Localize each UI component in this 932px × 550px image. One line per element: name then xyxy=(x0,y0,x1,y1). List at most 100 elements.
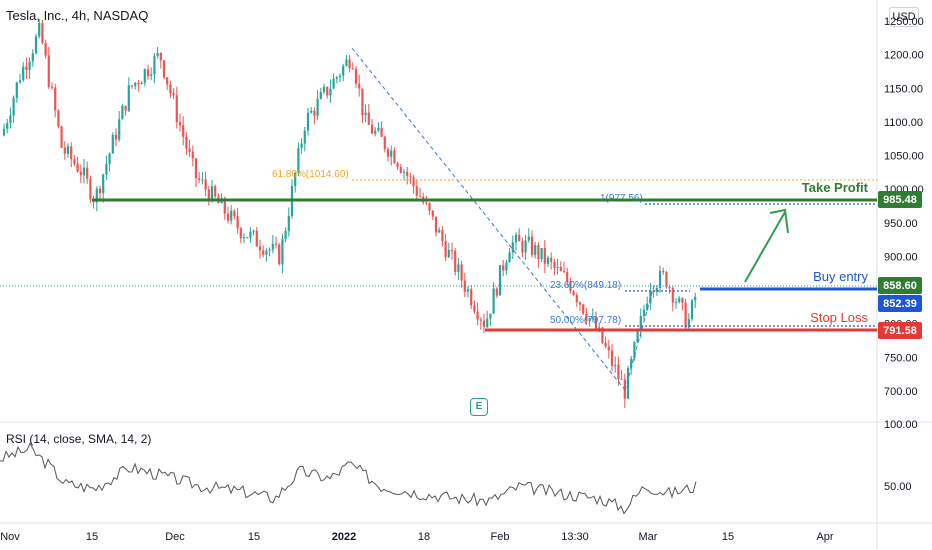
candle xyxy=(271,234,274,254)
candle xyxy=(63,141,66,160)
candle xyxy=(585,308,588,325)
candle xyxy=(66,143,70,158)
fib-50-label: 50.00%(797.78) xyxy=(550,315,621,326)
candle xyxy=(495,286,498,299)
candle xyxy=(534,241,537,259)
buy-entry-tag-text: 858.60 xyxy=(883,280,917,292)
candle xyxy=(604,336,607,349)
candle xyxy=(460,260,463,288)
candle xyxy=(140,81,143,85)
candle xyxy=(214,184,217,199)
candle xyxy=(505,259,508,275)
candle xyxy=(76,156,79,173)
stop-loss-tag: 791.58 xyxy=(878,322,922,339)
current-price-tag: 852.39 xyxy=(878,295,922,312)
time-axis[interactable]: Nov 15 Dec 15 2022 18 Feb 13:30 Mar 15 Apr xyxy=(0,531,834,543)
currency-button[interactable]: USD xyxy=(889,7,919,27)
candle xyxy=(406,166,409,185)
candle xyxy=(226,206,230,224)
candle xyxy=(127,77,130,113)
candle xyxy=(156,46,159,59)
candle xyxy=(233,209,236,220)
candle xyxy=(297,142,300,177)
candle xyxy=(466,285,470,298)
take-profit-label: Take Profit xyxy=(802,180,869,195)
symbol-title[interactable]: Tesla, Inc., 4h, NASDAQ xyxy=(6,8,149,23)
candle xyxy=(633,341,636,361)
candle xyxy=(399,163,402,174)
candle xyxy=(386,146,390,162)
candle xyxy=(594,311,598,332)
price-tick-label: 950.00 xyxy=(884,218,918,230)
candle xyxy=(550,252,553,270)
stop-loss-label: Stop Loss xyxy=(810,310,868,325)
candle xyxy=(351,62,354,70)
candle xyxy=(150,67,153,81)
price-tick-label: 750.00 xyxy=(884,352,918,364)
price-tick-label: 700.00 xyxy=(884,386,918,398)
candle xyxy=(377,122,380,133)
candle xyxy=(543,240,546,274)
candle xyxy=(329,79,332,103)
candle xyxy=(476,302,479,326)
candle xyxy=(185,132,188,156)
time-tick-label: 15 xyxy=(86,531,98,543)
time-tick-label: 13:30 xyxy=(561,531,589,543)
rsi-tick-label: 100.00 xyxy=(884,419,918,431)
time-tick-label: Mar xyxy=(639,531,658,543)
candle xyxy=(502,259,505,277)
candle xyxy=(479,317,482,330)
candle xyxy=(34,33,38,55)
rsi-tick-label: 50.00 xyxy=(884,481,912,493)
candle xyxy=(204,171,207,197)
candle xyxy=(441,225,444,247)
candle xyxy=(578,301,582,312)
fib-618-label: 61.80%(1014.60) xyxy=(272,169,349,180)
candle xyxy=(620,369,623,380)
candle xyxy=(473,300,476,314)
rsi-axis[interactable]: 100.00 50.00 xyxy=(884,419,918,493)
candle xyxy=(166,77,169,91)
rsi-line xyxy=(0,442,697,515)
candle xyxy=(614,356,617,373)
price-tick-label: 1250.00 xyxy=(884,16,924,28)
candle xyxy=(326,86,329,99)
price-tick-label: 1150.00 xyxy=(884,83,923,95)
candle xyxy=(390,145,393,166)
target-arrow xyxy=(744,208,789,283)
candle xyxy=(194,157,198,188)
candle xyxy=(108,152,111,172)
candle xyxy=(662,267,665,275)
candle xyxy=(658,265,662,293)
candle xyxy=(444,233,447,262)
earnings-icon[interactable]: E xyxy=(470,398,488,416)
candle xyxy=(175,86,178,129)
candle xyxy=(418,187,422,198)
candle xyxy=(364,104,367,123)
candle xyxy=(518,228,521,242)
time-tick-label: 18 xyxy=(418,531,430,543)
time-tick-label: Apr xyxy=(816,531,833,543)
candle xyxy=(431,210,434,221)
candle xyxy=(348,54,351,73)
candle xyxy=(463,272,466,297)
candle xyxy=(252,229,255,236)
candle xyxy=(681,297,684,311)
candle xyxy=(450,242,454,260)
candle xyxy=(684,298,687,329)
candle xyxy=(546,255,550,268)
candle xyxy=(383,135,386,153)
candle xyxy=(57,109,60,129)
candle xyxy=(438,227,441,233)
take-profit-tag-text: 985.48 xyxy=(883,194,917,206)
candle xyxy=(678,296,681,304)
candle xyxy=(172,88,175,100)
candle xyxy=(178,113,182,132)
candle xyxy=(610,344,614,372)
candle xyxy=(511,235,514,260)
candle xyxy=(28,57,31,79)
candle xyxy=(262,245,265,258)
rsi-title[interactable]: RSI (14, close, SMA, 14, 2) xyxy=(6,432,152,446)
candle xyxy=(182,116,185,146)
